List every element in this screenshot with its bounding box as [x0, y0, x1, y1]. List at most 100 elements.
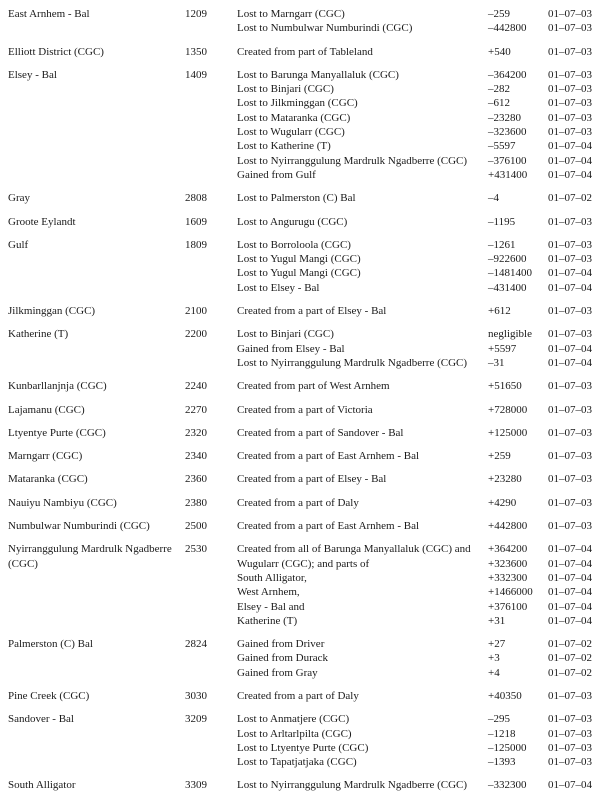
- change-row: Elsey - Bal and +376100 01–07–04: [237, 600, 602, 614]
- change-description: Gained from Driver: [237, 638, 325, 651]
- change-date: 01–07–03: [548, 253, 592, 266]
- change-value: +323600: [488, 557, 528, 570]
- changes-list: Lost to Angurugu (CGC) –1195 01–07–03: [237, 215, 602, 229]
- district-code: 2340: [185, 450, 207, 463]
- district-code: 2824: [185, 638, 207, 651]
- change-date: 01–07–03: [548, 83, 592, 96]
- change-description: West Arnhem,: [237, 586, 300, 599]
- change-date: 01–07–04: [548, 356, 592, 369]
- change-value: –332300: [488, 779, 527, 792]
- district-code: 1209: [185, 8, 207, 20]
- change-date: 01–07–03: [548, 8, 592, 20]
- change-description: South Alligator,: [237, 571, 307, 584]
- change-description: Gained from Durack: [237, 652, 329, 665]
- change-row: Created from part of West Arnhem +51650 …: [237, 379, 602, 393]
- change-row: Lost to Tapatjatjaka (CGC) –1393 01–07–0…: [237, 755, 602, 769]
- change-description: Lost to Tapatjatjaka (CGC): [237, 756, 357, 769]
- change-row: Created from part of Tableland +540 01–0…: [237, 45, 602, 59]
- table-row: South Alligator 3309 Lost to Nyirranggul…: [8, 778, 602, 792]
- district-name: Elliott District (CGC): [8, 45, 104, 58]
- change-description: Lost to Binjari (CGC): [237, 328, 334, 341]
- change-date: 01–07–03: [548, 328, 592, 341]
- changes-list: Lost to Nyirranggulung Mardrulk Ngadberr…: [237, 778, 602, 792]
- changes-list: Created from all of Barunga Manyallaluk …: [237, 542, 602, 628]
- change-description: Lost to Angurugu (CGC): [237, 215, 348, 228]
- change-description: Katherine (T): [237, 614, 298, 627]
- change-value: +442800: [488, 520, 528, 533]
- change-date: 01–07–03: [548, 689, 592, 702]
- change-row: Lost to Nyirranggulung Mardrulk Ngadberr…: [237, 356, 602, 370]
- change-description: Created from a part of Elsey - Bal: [237, 305, 387, 318]
- table-row: Pine Creek (CGC) 3030 Created from a par…: [8, 689, 602, 703]
- table-row: Katherine (T) 2200 Lost to Binjari (CGC)…: [8, 327, 602, 370]
- change-row: Lost to Elsey - Bal –431400 01–07–04: [237, 281, 602, 295]
- table-row: Groote Eylandt 1609 Lost to Angurugu (CG…: [8, 215, 602, 229]
- table-row: Jilkminggan (CGC) 2100 Created from a pa…: [8, 304, 602, 318]
- changes-list: Lost to Borroloola (CGC) –1261 01–07–03 …: [237, 238, 602, 295]
- changes-list: Created from a part of Daly +40350 01–07…: [237, 689, 602, 703]
- change-value: –376100: [488, 154, 527, 167]
- change-value: negligible: [488, 328, 532, 341]
- change-value: +23280: [488, 473, 522, 486]
- change-date: 01–07–04: [548, 154, 592, 167]
- changes-list: Created from a part of Elsey - Bal +612 …: [237, 304, 602, 318]
- change-date: 01–07–04: [548, 586, 592, 599]
- change-description: Lost to Anmatjere (CGC): [237, 713, 350, 726]
- change-row: Lost to Borroloola (CGC) –1261 01–07–03: [237, 238, 602, 252]
- district-code: 1409: [185, 68, 207, 81]
- table-row: Nauiyu Nambiyu (CGC) 2380 Created from a…: [8, 496, 602, 510]
- district-code: 1809: [185, 238, 207, 251]
- change-row: Created from a part of Daly +4290 01–07–…: [237, 496, 602, 510]
- change-description: Lost to Palmerston (C) Bal: [237, 192, 356, 205]
- change-value: –1261: [488, 238, 516, 251]
- change-description: Created from part of West Arnhem: [237, 380, 390, 393]
- changes-list: Created from a part of Victoria +728000 …: [237, 403, 602, 417]
- change-row: Created from a part of Sandover - Bal +1…: [237, 426, 602, 440]
- change-value: –259: [488, 8, 510, 20]
- change-value: +31: [488, 614, 506, 627]
- change-description: Created from a part of Daly: [237, 689, 359, 702]
- change-description: Lost to Arltarlpilta (CGC): [237, 727, 352, 740]
- change-value: –364200: [488, 68, 527, 81]
- change-row: Created from a part of Elsey - Bal +2328…: [237, 472, 602, 486]
- change-value: –922600: [488, 253, 527, 266]
- change-row: Lost to Palmerston (C) Bal –4 01–07–02: [237, 191, 602, 205]
- changes-list: Lost to Barunga Manyallaluk (CGC) –36420…: [237, 68, 602, 182]
- change-row: Lost to Marngarr (CGC) –259 01–07–03: [237, 7, 602, 21]
- changes-list: Created from a part of Daly +4290 01–07–…: [237, 496, 602, 510]
- district-code: 1609: [185, 215, 207, 228]
- change-date: 01–07–03: [548, 496, 592, 509]
- change-description: Gained from Gray: [237, 666, 318, 679]
- table-row: Mataranka (CGC) 2360 Created from a part…: [8, 472, 602, 486]
- change-row: Lost to Nyirranggulung Mardrulk Ngadberr…: [237, 154, 602, 168]
- change-description: Lost to Jilkminggan (CGC): [237, 97, 358, 110]
- change-row: Lost to Yugul Mangi (CGC) –922600 01–07–…: [237, 252, 602, 266]
- change-row: Lost to Mataranka (CGC) –23280 01–07–03: [237, 111, 602, 125]
- change-description: Gained from Gulf: [237, 168, 316, 181]
- change-value: –23280: [488, 111, 521, 124]
- change-value: +5597: [488, 342, 517, 355]
- district-name: Numbulwar Numburindi (CGC): [8, 520, 150, 533]
- change-row: Lost to Angurugu (CGC) –1195 01–07–03: [237, 215, 602, 229]
- change-date: 01–07–03: [548, 756, 592, 769]
- table-row: Kunbarllanjnja (CGC) 2240 Created from p…: [8, 379, 602, 393]
- changes-list: Gained from Driver +27 01–07–02 Gained f…: [237, 637, 602, 680]
- change-row: Lost to Ltyentye Purte (CGC) –125000 01–…: [237, 741, 602, 755]
- change-description: Created from a part of Victoria: [237, 403, 373, 416]
- district-code: 2360: [185, 473, 207, 486]
- district-code: 1350: [185, 45, 207, 58]
- change-value: +4290: [488, 496, 517, 509]
- change-description: Elsey - Bal and: [237, 600, 305, 613]
- change-value: +125000: [488, 426, 528, 439]
- district-name: Mataranka (CGC): [8, 473, 88, 486]
- change-value: +728000: [488, 403, 528, 416]
- change-row: Lost to Wugularr (CGC) –323600 01–07–03: [237, 125, 602, 139]
- district-code: 2320: [185, 426, 207, 439]
- table-row: Ltyentye Purte (CGC) 2320 Created from a…: [8, 426, 602, 440]
- change-value: +376100: [488, 600, 528, 613]
- change-value: +259: [488, 450, 511, 463]
- district-code: 2200: [185, 328, 207, 341]
- change-date: 01–07–03: [548, 97, 592, 110]
- change-value: –323600: [488, 126, 527, 139]
